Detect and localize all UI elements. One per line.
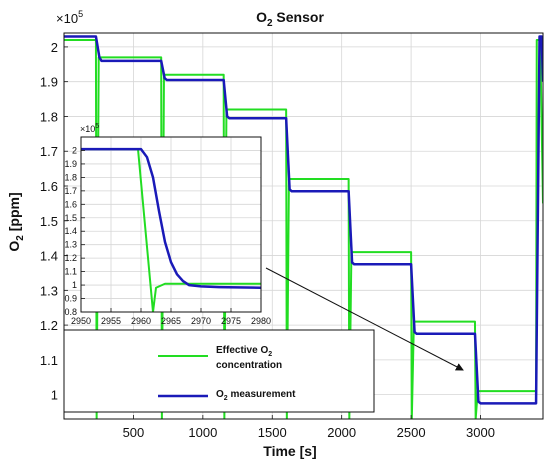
main-y-tick-label: 1.8 xyxy=(40,109,58,124)
inset-y-tick-label: 1.6 xyxy=(64,199,77,209)
inset-x-tick-label: 2965 xyxy=(161,316,181,326)
main-y-tick-label: 1.2 xyxy=(40,318,58,333)
main-y-tick-label: 1.4 xyxy=(40,249,58,264)
legend: Effective O2 concentration O2 measuremen… xyxy=(63,329,375,413)
inset-x-tick-label: 2980 xyxy=(251,316,271,326)
inset-y-tick-label: 2 xyxy=(72,145,77,155)
legend-measurement-label: O2 measurement xyxy=(216,389,296,402)
inset-y-tick-label: 0.9 xyxy=(64,294,77,304)
inset-y-tick-label: 1.4 xyxy=(64,226,77,236)
inset-x-tick-label: 2975 xyxy=(221,316,241,326)
main-y-tick-label: 1.1 xyxy=(40,353,58,368)
inset-series-group xyxy=(81,147,261,312)
main-x-tick-label: 1500 xyxy=(258,425,287,440)
inset-y-tick-label: 1 xyxy=(72,280,77,290)
y-exponent-label: ×105 xyxy=(56,9,83,26)
inset-x-tick-label: 2960 xyxy=(131,316,151,326)
main-y-tick-label: 1.9 xyxy=(40,75,58,90)
chart-title: O2 Sensor xyxy=(256,9,324,29)
main-x-tick-label: 3000 xyxy=(466,425,495,440)
inset-y-exponent-label: ×105 xyxy=(80,123,99,134)
main-y-tick-label: 1.6 xyxy=(40,179,58,194)
main-x-tick-label: 500 xyxy=(123,425,145,440)
legend-effective-label: Effective O2 xyxy=(216,345,272,358)
y-axis-label: O2 [ppm] xyxy=(6,192,26,251)
zoom-arrow xyxy=(265,267,464,371)
main-y-tick-label: 2 xyxy=(51,40,58,55)
main-ticks: 500 1000 1500 2000 2500 3000 1 1.1 1.2 1.3 1.4 1.5 1… xyxy=(40,40,495,440)
x-axis-label: Time [s] xyxy=(263,443,316,459)
legend-box xyxy=(63,329,375,413)
inset-ticks: 2950 2955 2960 2965 2970 2975 2980 0.8 0.9 1 1.1 1.… xyxy=(64,145,271,326)
inset-y-tick-label: 1.5 xyxy=(64,213,77,223)
inset-y-tick-label: 1.9 xyxy=(64,159,77,169)
inset-series-o2-measurement-line xyxy=(81,147,261,290)
main-x-tick-label: 2000 xyxy=(327,425,356,440)
main-y-tick-label: 1.7 xyxy=(40,144,58,159)
main-series-group xyxy=(64,35,543,419)
main-y-tick-label: 1.5 xyxy=(40,214,58,229)
inset-x-tick-label: 2955 xyxy=(101,316,121,326)
main-x-tick-label: 1000 xyxy=(188,425,217,440)
inset-y-tick-label: 1.2 xyxy=(64,253,77,263)
legend-effective-label-line2: concentration xyxy=(216,360,282,371)
inset-y-tick-label: 1.1 xyxy=(64,267,77,277)
main-series-o2-measurement-line xyxy=(64,35,543,405)
inset-y-tick-label: 1.7 xyxy=(64,186,77,196)
main-x-tick-label: 2500 xyxy=(397,425,426,440)
inset-y-tick-label: 1.3 xyxy=(64,240,77,250)
inset-x-tick-label: 2970 xyxy=(191,316,211,326)
main-y-tick-label: 1.3 xyxy=(40,283,58,298)
main-y-tick-label: 1 xyxy=(51,388,58,403)
inset-y-tick-label: 1.8 xyxy=(64,172,77,182)
inset-y-tick-label: 0.8 xyxy=(64,307,77,317)
main-axes-frame xyxy=(63,32,544,420)
inset-x-tick-label: 2950 xyxy=(71,316,91,326)
